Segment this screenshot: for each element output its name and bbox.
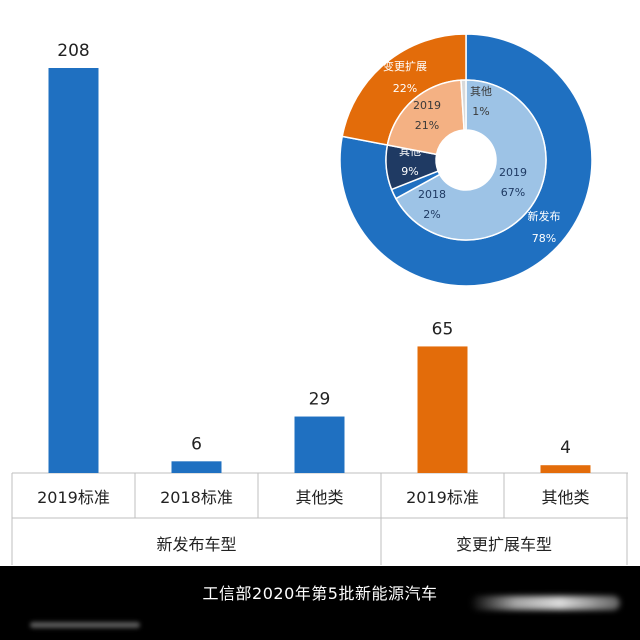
pie-inner-label: 2019 (499, 166, 527, 179)
bar-value-label: 6 (191, 434, 202, 454)
pie-inner-pct: 9% (401, 165, 418, 178)
bar-1-1 (540, 465, 591, 473)
bar-value-label: 65 (432, 319, 454, 339)
bar-0-2 (294, 416, 345, 473)
bar-value-label: 29 (309, 390, 331, 410)
bar-value-label: 208 (57, 41, 89, 61)
pie-inner-pct: 1% (472, 105, 489, 118)
group-label: 变更扩展车型 (456, 535, 552, 554)
caption-bar: 工信部2020年第5批新能源汽车 (0, 566, 640, 640)
pie-inner-slice-3 (386, 79, 465, 156)
pie-inner-label: 其他 (470, 85, 492, 98)
pie-inner-label: 2018 (418, 188, 446, 201)
bar-value-label: 4 (560, 438, 571, 458)
x-tick-label: 2019标准 (406, 488, 479, 507)
pie-inner-slice-0 (394, 79, 547, 241)
watermark-blur-left (30, 622, 140, 628)
bar-1-0 (417, 346, 468, 473)
pie-inner-pct: 2% (423, 208, 440, 221)
x-tick-label: 2019标准 (37, 488, 110, 507)
pie-inner-pct: 21% (415, 119, 439, 132)
pie-outer-pct: 22% (393, 82, 417, 95)
watermark-blur (470, 596, 620, 610)
group-label: 新发布车型 (156, 535, 236, 554)
bar-0-1 (171, 461, 222, 473)
pie-inner-slice-4 (460, 79, 467, 131)
x-tick-label: 2018标准 (160, 488, 233, 507)
pie-inner-pct: 67% (501, 186, 525, 199)
x-tick-label: 其他类 (541, 488, 589, 507)
bar-0-0 (48, 68, 99, 473)
x-tick-label: 其他类 (295, 488, 343, 507)
pie-outer-label: 新发布 (528, 209, 561, 223)
caption-text: 工信部2020年第5批新能源汽车 (202, 584, 438, 603)
pie-outer-pct: 78% (532, 232, 556, 245)
pie-outer-label: 变更扩展 (383, 59, 427, 73)
pie-inner-label: 2019 (413, 99, 441, 112)
